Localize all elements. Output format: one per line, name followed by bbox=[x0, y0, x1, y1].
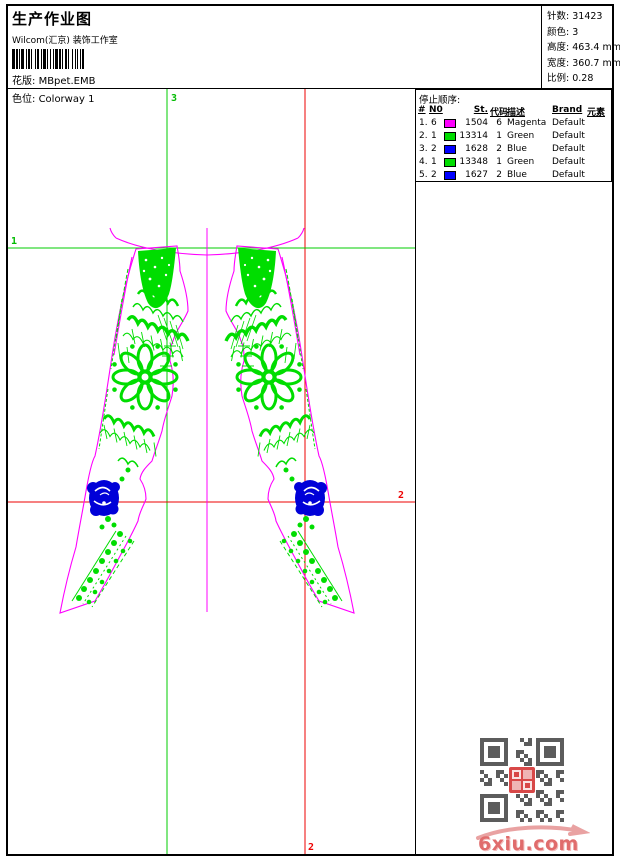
worksheet-page: 生产作业图 Wilcom(汇京) 装饰工作室 花版: MBpet.EMB 色位:… bbox=[6, 4, 620, 858]
design-file-value: MBpet.EMB bbox=[38, 76, 96, 87]
site-logo-text: 6xiu.com bbox=[478, 833, 579, 855]
col-hash: # bbox=[418, 105, 426, 115]
stop-row-1: 1. 6 1504 6 Magenta Default bbox=[419, 118, 585, 128]
design-file-line: 花版: MBpet.EMB bbox=[12, 72, 118, 87]
scale-row: 比例: 0.28 bbox=[547, 73, 594, 85]
qr-code bbox=[480, 738, 564, 822]
width-row: 宽度: 360.7 mm bbox=[547, 57, 620, 69]
header: 生产作业图 Wilcom(汇京) 装饰工作室 花版: MBpet.EMB 色位:… bbox=[8, 6, 620, 105]
stop-sequence-title: 停止顺序: bbox=[419, 95, 461, 106]
colorway-value: Colorway 1 bbox=[38, 94, 95, 105]
design-info-panel: 针数: 31423 颜色: 3 高度: 463.4 mm 宽度: 360.7 m… bbox=[547, 9, 620, 87]
col-elem: 元素 bbox=[587, 108, 606, 118]
design-file-label: 花版: bbox=[12, 76, 36, 87]
flower-motif bbox=[111, 343, 179, 411]
stop-sequence-header-row: # N0 St. 代码 描述 Brand 元素 bbox=[416, 105, 611, 118]
blue-rosette bbox=[87, 480, 120, 516]
stop-row-2: 2. 1 13314 1 Green Default bbox=[419, 131, 585, 141]
color-swatch bbox=[444, 119, 456, 128]
site-logo: 6xiu.com bbox=[474, 824, 594, 858]
stitch-count-row: 针数: 31423 bbox=[547, 11, 603, 22]
col-code: 代码 bbox=[490, 108, 509, 118]
color-swatch bbox=[444, 171, 456, 180]
stop-sequence-table: 停止顺序: # N0 St. 代码 描述 Brand 元素 1. 6 1504 6 … bbox=[415, 89, 612, 182]
col-desc: 描述 bbox=[507, 108, 526, 118]
stop-row-5: 5. 2 1627 2 Blue Default bbox=[419, 170, 585, 180]
stop-row-4: 4. 1 13348 1 Green Default bbox=[419, 157, 585, 167]
canvas-right-border bbox=[415, 89, 416, 854]
color-count-row: 颜色: 3 bbox=[547, 26, 579, 38]
marker-3: 3 bbox=[171, 93, 177, 104]
stop-row-3: 3. 2 1628 2 Blue Default bbox=[419, 144, 585, 154]
logo-swoosh-icon bbox=[476, 824, 590, 840]
col-n0: N0 bbox=[429, 105, 443, 115]
marker-1: 1 bbox=[11, 236, 17, 247]
colorway-line: 色位: Colorway 1 bbox=[12, 90, 118, 105]
design-canvas: 3 1 2 2 bbox=[8, 89, 415, 854]
barcode bbox=[12, 49, 84, 69]
col-brand: Brand bbox=[552, 105, 583, 115]
color-swatch bbox=[444, 132, 456, 141]
header-left: 生产作业图 Wilcom(汇京) 装饰工作室 花版: MBpet.EMB 色位:… bbox=[12, 8, 118, 105]
colorway-label: 色位: bbox=[12, 94, 36, 105]
page-title: 生产作业图 bbox=[12, 10, 93, 28]
height-row: 高度: 463.4 mm bbox=[547, 42, 620, 54]
marker-2-vertical: 2 bbox=[308, 842, 314, 853]
col-st: St. bbox=[473, 105, 488, 115]
color-swatch bbox=[444, 158, 456, 167]
lace-leg-panel bbox=[59, 227, 208, 614]
header-divider bbox=[541, 6, 542, 89]
color-swatch bbox=[444, 145, 456, 154]
studio-name: Wilcom(汇京) 装饰工作室 bbox=[12, 36, 118, 46]
marker-2-horizontal: 2 bbox=[398, 490, 404, 501]
